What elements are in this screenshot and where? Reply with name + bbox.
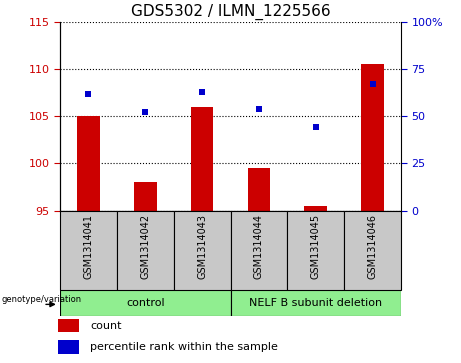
Text: GSM1314042: GSM1314042 [140, 214, 150, 279]
Text: GSM1314046: GSM1314046 [367, 214, 378, 279]
Bar [361, 64, 384, 211]
Text: GSM1314043: GSM1314043 [197, 214, 207, 279]
Bar [77, 116, 100, 211]
Bar [191, 107, 213, 211]
Text: genotype/variation: genotype/variation [1, 295, 81, 304]
Bar [60, 211, 117, 290]
Title: GDS5302 / ILMN_1225566: GDS5302 / ILMN_1225566 [130, 4, 331, 20]
Bar [58, 319, 79, 333]
Text: GSM1314041: GSM1314041 [83, 214, 94, 279]
Point [312, 125, 319, 130]
Bar [134, 182, 157, 211]
Text: percentile rank within the sample: percentile rank within the sample [90, 342, 278, 352]
Bar [230, 211, 287, 290]
Bar [117, 211, 174, 290]
Text: GSM1314044: GSM1314044 [254, 214, 264, 279]
Point [255, 106, 263, 111]
Bar [248, 168, 270, 211]
Bar [58, 340, 79, 354]
Text: GSM1314045: GSM1314045 [311, 214, 321, 279]
Bar [287, 211, 344, 290]
Bar [344, 211, 401, 290]
Bar [60, 290, 230, 316]
Point [142, 110, 149, 115]
Text: count: count [90, 321, 122, 331]
Bar [230, 290, 401, 316]
Bar [304, 206, 327, 211]
Point [369, 81, 376, 87]
Text: NELF B subunit deletion: NELF B subunit deletion [249, 298, 382, 308]
Point [85, 91, 92, 97]
Point [198, 89, 206, 94]
Bar [174, 211, 230, 290]
Text: control: control [126, 298, 165, 308]
